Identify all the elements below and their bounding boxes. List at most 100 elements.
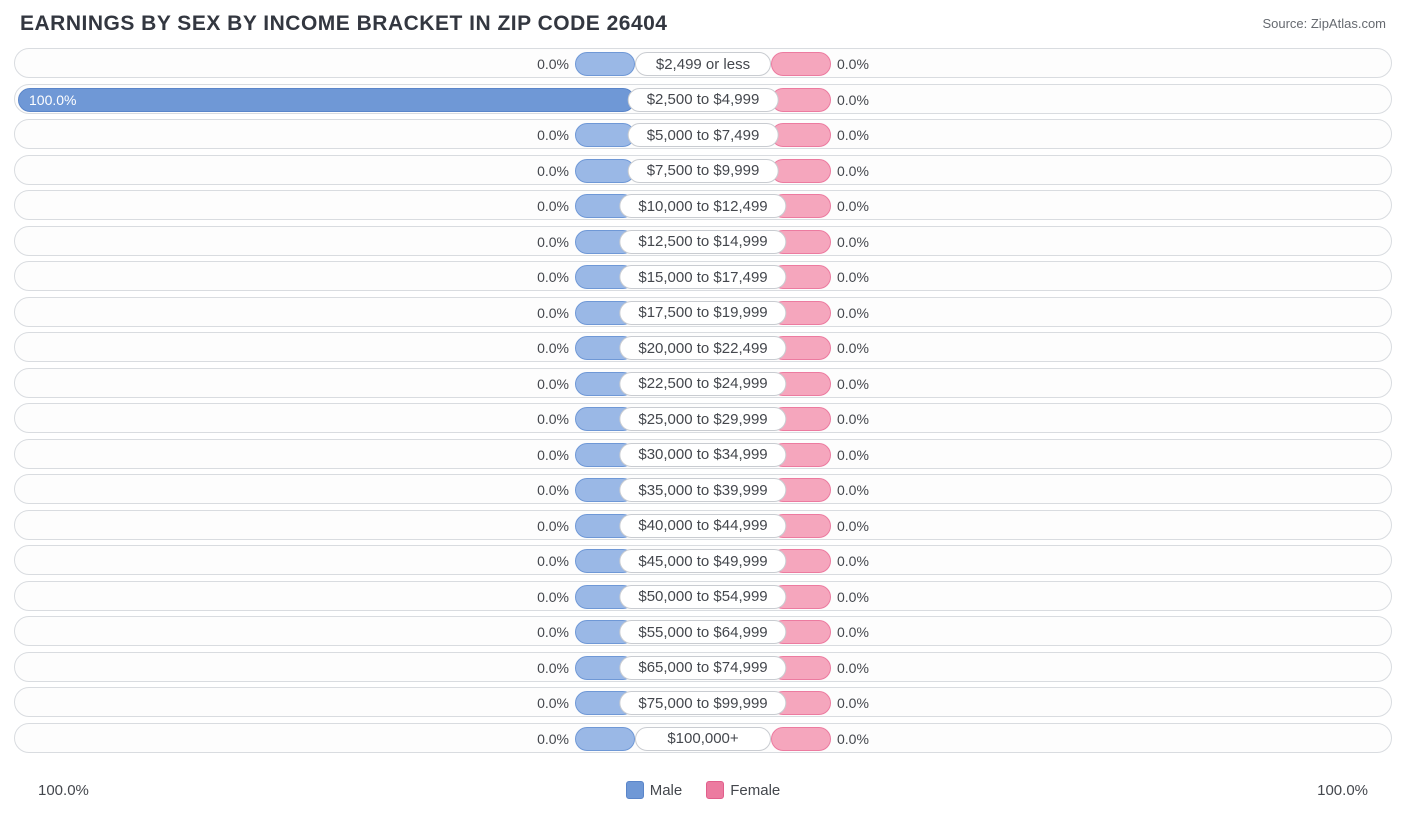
chart-title: EARNINGS BY SEX BY INCOME BRACKET IN ZIP… (20, 12, 667, 36)
female-pct-label: 0.0% (837, 404, 869, 434)
bracket-label: $2,500 to $4,999 (628, 88, 779, 112)
male-pct-label: 0.0% (537, 582, 569, 612)
male-pct-label: 0.0% (537, 546, 569, 576)
male-pct-label: 0.0% (537, 617, 569, 647)
male-bar-stub (575, 727, 635, 751)
chart-area: 0.0% 0.0% $2,499 or less 100.0% 0.0% $2,500 t… (0, 44, 1406, 753)
axis-label-right: 100.0% (1317, 782, 1368, 799)
bar-row: 0.0% 0.0% $7,500 to $9,999 (14, 155, 1392, 185)
male-bar-stub (575, 123, 635, 147)
male-bar-full: 100.0% (18, 88, 635, 112)
chart-source: Source: ZipAtlas.com (1262, 12, 1386, 31)
bracket-label: $75,000 to $99,999 (619, 691, 786, 715)
male-pct-label: 0.0% (537, 191, 569, 221)
male-pct-label: 0.0% (537, 369, 569, 399)
female-pct-label: 0.0% (837, 511, 869, 541)
bracket-label: $40,000 to $44,999 (619, 514, 786, 538)
male-pct-label: 0.0% (537, 49, 569, 79)
bar-row: 0.0% 0.0% $17,500 to $19,999 (14, 297, 1392, 327)
female-pct-label: 0.0% (837, 724, 869, 754)
bar-row: 0.0%0.0%$22,500 to $24,999 (14, 368, 1392, 398)
chart-header: EARNINGS BY SEX BY INCOME BRACKET IN ZIP… (0, 0, 1406, 44)
legend: Male Female (626, 781, 781, 799)
male-pct-label: 0.0% (537, 511, 569, 541)
female-bar-stub (771, 88, 831, 112)
male-pct-label: 0.0% (537, 475, 569, 505)
female-pct-label: 0.0% (837, 191, 869, 221)
female-swatch (706, 781, 724, 799)
female-pct-label: 0.0% (837, 440, 869, 470)
legend-female-label: Female (730, 782, 780, 799)
legend-female: Female (706, 781, 780, 799)
bar-row: 0.0%0.0%$25,000 to $29,999 (14, 403, 1392, 433)
male-pct-label: 0.0% (537, 333, 569, 363)
bar-row: 0.0% 0.0% $65,000 to $74,999 (14, 652, 1392, 682)
bracket-label: $100,000+ (635, 727, 771, 751)
female-bar-stub (771, 123, 831, 147)
male-pct-label: 0.0% (537, 156, 569, 186)
bracket-label: $45,000 to $49,999 (619, 549, 786, 573)
female-pct-label: 0.0% (837, 49, 869, 79)
bracket-label: $7,500 to $9,999 (628, 159, 779, 183)
female-pct-label: 0.0% (837, 653, 869, 683)
female-pct-label: 0.0% (837, 475, 869, 505)
female-pct-label: 0.0% (837, 156, 869, 186)
bracket-label: $12,500 to $14,999 (619, 230, 786, 254)
bracket-label: $17,500 to $19,999 (619, 301, 786, 325)
female-pct-label: 0.0% (837, 120, 869, 150)
bar-row: 0.0% 0.0% $30,000 to $34,999 (14, 439, 1392, 469)
bar-row: 0.0% 0.0% $75,000 to $99,999 (14, 687, 1392, 717)
legend-male: Male (626, 781, 683, 799)
male-pct-label: 0.0% (537, 724, 569, 754)
bar-row: 0.0% 0.0% $20,000 to $22,499 (14, 332, 1392, 362)
female-pct-label: 0.0% (837, 262, 869, 292)
bar-row: 0.0% 0.0% $2,499 or less (14, 48, 1392, 78)
bar-row: 0.0% 0.0% $35,000 to $39,999 (14, 474, 1392, 504)
female-pct-label: 0.0% (837, 85, 869, 115)
bracket-label: $5,000 to $7,499 (628, 123, 779, 147)
female-bar-stub (771, 727, 831, 751)
bar-row: 0.0% 0.0% $15,000 to $17,499 (14, 261, 1392, 291)
male-pct-label: 0.0% (537, 404, 569, 434)
male-pct-label: 0.0% (537, 120, 569, 150)
female-pct-label: 0.0% (837, 582, 869, 612)
female-pct-label: 0.0% (837, 227, 869, 257)
male-pct-label: 0.0% (537, 227, 569, 257)
male-swatch (626, 781, 644, 799)
bar-row: 100.0% 0.0% $2,500 to $4,999 (14, 84, 1392, 114)
bar-row: 0.0% 0.0% $10,000 to $12,499 (14, 190, 1392, 220)
female-bar-stub (771, 159, 831, 183)
male-pct-label: 0.0% (537, 262, 569, 292)
male-pct-label: 0.0% (537, 298, 569, 328)
bar-row: 0.0% 0.0% $50,000 to $54,999 (14, 581, 1392, 611)
female-pct-label: 0.0% (837, 333, 869, 363)
legend-male-label: Male (650, 782, 683, 799)
male-pct-label: 0.0% (537, 688, 569, 718)
male-pct-label: 0.0% (537, 653, 569, 683)
bracket-label: $2,499 or less (635, 52, 771, 76)
female-pct-label: 0.0% (837, 369, 869, 399)
bar-row: 0.0% 0.0% $40,000 to $44,999 (14, 510, 1392, 540)
bar-row: 0.0% 0.0% $100,000+ (14, 723, 1392, 753)
bar-row: 0.0% 0.0% $12,500 to $14,999 (14, 226, 1392, 256)
male-pct-label: 0.0% (537, 440, 569, 470)
bracket-label: $15,000 to $17,499 (619, 265, 786, 289)
female-pct-label: 0.0% (837, 688, 869, 718)
male-bar-stub (575, 159, 635, 183)
female-pct-label: 0.0% (837, 546, 869, 576)
male-pct-label: 100.0% (29, 92, 76, 108)
bracket-label: $35,000 to $39,999 (619, 478, 786, 502)
bar-row: 0.0% 0.0% $5,000 to $7,499 (14, 119, 1392, 149)
bracket-label: $30,000 to $34,999 (619, 443, 786, 467)
male-bar-stub (575, 52, 635, 76)
female-pct-label: 0.0% (837, 298, 869, 328)
bracket-label: $10,000 to $12,499 (619, 194, 786, 218)
bar-row: 0.0% 0.0% $45,000 to $49,999 (14, 545, 1392, 575)
bracket-label: $20,000 to $22,499 (619, 336, 786, 360)
bracket-label: $50,000 to $54,999 (619, 585, 786, 609)
bar-row: 0.0%0.0%$55,000 to $64,999 (14, 616, 1392, 646)
axis-label-left: 100.0% (38, 782, 89, 799)
female-pct-label: 0.0% (837, 617, 869, 647)
chart-footer: 100.0% Male Female 100.0% (14, 781, 1392, 799)
bracket-label: $65,000 to $74,999 (619, 656, 786, 680)
